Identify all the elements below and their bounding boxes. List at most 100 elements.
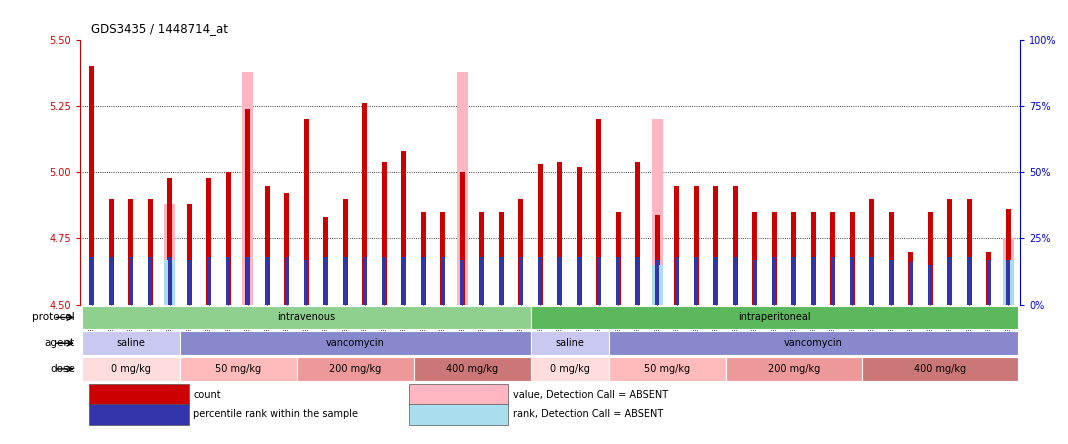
Bar: [655, 214, 660, 305]
Bar: [206, 178, 211, 305]
Bar: [772, 257, 776, 305]
Bar: [284, 194, 289, 305]
Bar: [409, 384, 508, 405]
Bar: [947, 257, 952, 305]
Bar: [694, 186, 698, 305]
Bar: [752, 212, 757, 305]
Bar: [1003, 238, 1014, 305]
Bar: [90, 67, 94, 305]
Bar: [753, 260, 757, 305]
Bar: [457, 72, 468, 305]
Bar: [164, 260, 175, 305]
Bar: [609, 357, 725, 381]
Bar: [713, 186, 718, 305]
Bar: [850, 212, 854, 305]
Bar: [129, 257, 132, 305]
Bar: [382, 162, 387, 305]
Bar: [164, 204, 175, 305]
Bar: [441, 257, 444, 305]
Bar: [246, 257, 250, 305]
Bar: [518, 199, 523, 305]
Bar: [343, 257, 347, 305]
Bar: [812, 257, 815, 305]
Bar: [246, 109, 250, 305]
Bar: [577, 167, 582, 305]
Bar: [225, 172, 231, 305]
Bar: [578, 257, 581, 305]
Bar: [947, 199, 953, 305]
Bar: [557, 257, 562, 305]
Bar: [772, 212, 776, 305]
Bar: [402, 257, 406, 305]
Bar: [324, 257, 328, 305]
Bar: [187, 260, 191, 305]
Bar: [616, 257, 621, 305]
Text: protocol: protocol: [32, 313, 75, 322]
Text: 0 mg/kg: 0 mg/kg: [550, 364, 590, 374]
Bar: [908, 252, 913, 305]
Bar: [460, 260, 465, 305]
Bar: [82, 357, 179, 381]
Bar: [402, 151, 406, 305]
Bar: [168, 178, 172, 305]
Text: dose: dose: [50, 364, 75, 374]
Text: vancomycin: vancomycin: [784, 338, 843, 348]
Text: rank, Detection Call = ABSENT: rank, Detection Call = ABSENT: [513, 409, 663, 419]
Bar: [207, 257, 210, 305]
Bar: [862, 357, 1018, 381]
Text: 400 mg/kg: 400 mg/kg: [914, 364, 967, 374]
Bar: [148, 257, 153, 305]
Bar: [382, 257, 387, 305]
Bar: [557, 162, 562, 305]
Bar: [1006, 260, 1010, 305]
Bar: [168, 257, 172, 305]
Bar: [830, 212, 835, 305]
Text: saline: saline: [116, 338, 145, 348]
Bar: [304, 119, 309, 305]
Text: saline: saline: [555, 338, 584, 348]
Bar: [694, 257, 698, 305]
Bar: [90, 257, 94, 305]
Bar: [734, 257, 737, 305]
Bar: [413, 357, 531, 381]
Bar: [538, 257, 543, 305]
Bar: [82, 305, 531, 329]
Bar: [791, 257, 796, 305]
Bar: [187, 204, 192, 305]
Bar: [635, 162, 640, 305]
Bar: [909, 262, 913, 305]
Bar: [242, 72, 253, 305]
Bar: [531, 305, 1018, 329]
Bar: [362, 103, 367, 305]
Bar: [128, 199, 134, 305]
Bar: [500, 257, 503, 305]
Bar: [90, 384, 189, 405]
Text: 200 mg/kg: 200 mg/kg: [329, 364, 381, 374]
Bar: [179, 331, 531, 355]
Bar: [635, 257, 640, 305]
Bar: [831, 257, 835, 305]
Text: agent: agent: [45, 338, 75, 348]
Bar: [869, 257, 874, 305]
Bar: [928, 265, 932, 305]
Bar: [987, 260, 991, 305]
Bar: [304, 260, 309, 305]
Bar: [1003, 260, 1014, 305]
Bar: [733, 186, 738, 305]
Text: 50 mg/kg: 50 mg/kg: [644, 364, 690, 374]
Bar: [422, 257, 425, 305]
Bar: [90, 404, 189, 424]
Bar: [967, 199, 972, 305]
Bar: [265, 186, 270, 305]
Bar: [499, 212, 504, 305]
Bar: [928, 212, 932, 305]
Text: percentile rank within the sample: percentile rank within the sample: [193, 409, 359, 419]
Bar: [147, 199, 153, 305]
Bar: [791, 212, 796, 305]
Bar: [409, 404, 508, 424]
Bar: [1006, 209, 1010, 305]
Bar: [265, 257, 269, 305]
Bar: [538, 164, 543, 305]
Bar: [725, 357, 862, 381]
Bar: [531, 357, 609, 381]
